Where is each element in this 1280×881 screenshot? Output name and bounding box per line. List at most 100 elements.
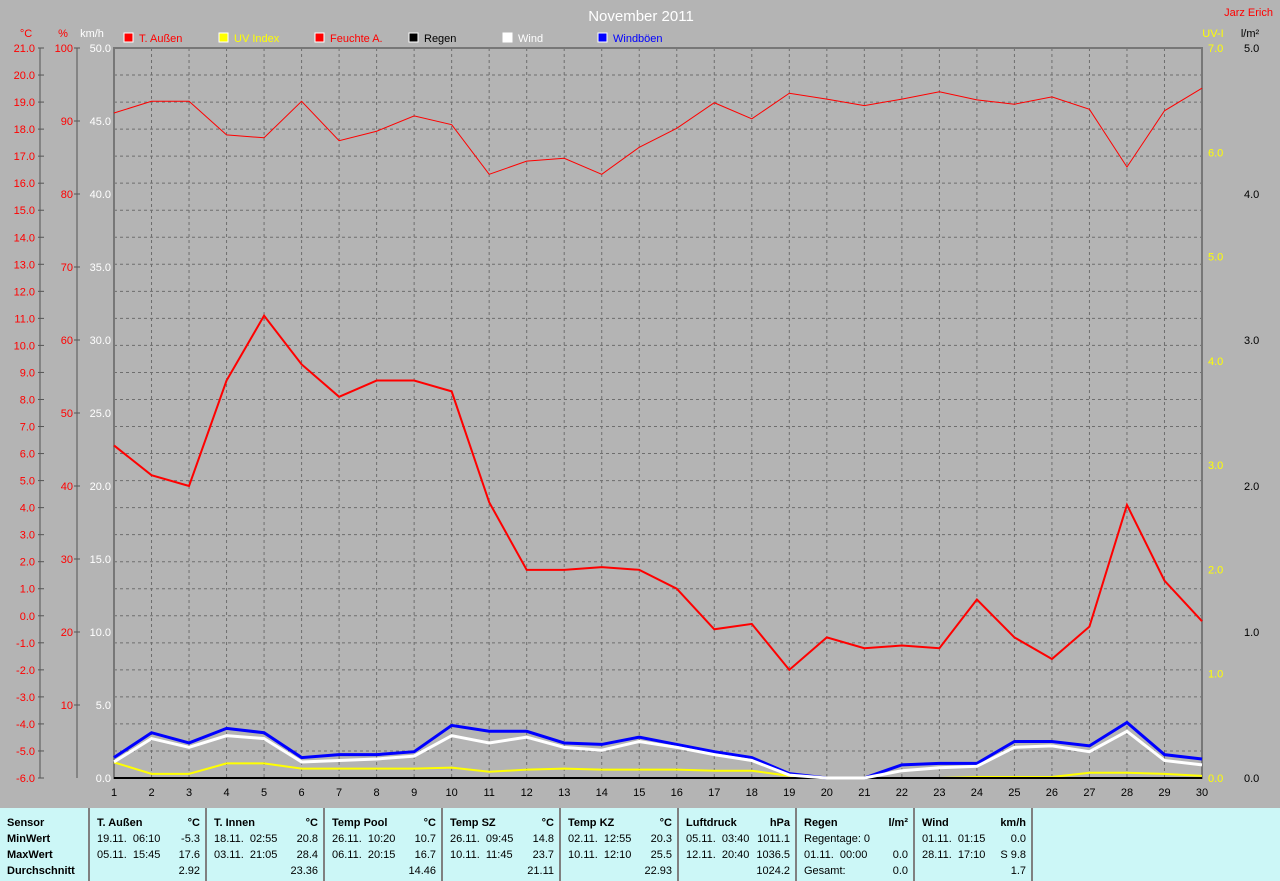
kmh-tick-label: 45.0 (90, 116, 111, 128)
max-time: 10.11. 11:45 (450, 849, 513, 861)
celsius-tick-label: 13.0 (14, 259, 35, 271)
min-time: 19.11. 06:10 (97, 833, 161, 845)
x-tick-label: 2 (148, 787, 154, 799)
max-value: 25.5 (650, 849, 672, 861)
x-tick-label: 29 (1158, 787, 1170, 799)
max-value: 28.4 (296, 849, 318, 861)
column-name: Temp SZ (450, 817, 496, 829)
avg-value: 21.11 (527, 865, 554, 877)
row-label-min: MinWert (7, 833, 51, 845)
min-value: 14.8 (532, 833, 554, 845)
legend-label: Wind (518, 33, 543, 45)
stat-column: Temp KZ °C 02.11. 12:55 20.3 10.11. 12:10 2… (561, 808, 679, 881)
max-value: 17.6 (178, 849, 200, 861)
min-time: 26.11. 09:45 (450, 833, 514, 845)
percent-tick-label: 80 (61, 189, 73, 201)
column-name: Luftdruck (686, 817, 737, 829)
column-name: Temp KZ (568, 817, 615, 829)
celsius-tick-label: 7.0 (20, 422, 35, 434)
celsius-tick-label: 3.0 (20, 530, 35, 542)
celsius-tick-label: 19.0 (14, 97, 35, 109)
min-time: 26.11. 10:20 (332, 833, 396, 845)
kmh-unit: km/h (80, 28, 104, 40)
avg-value: 22.93 (644, 865, 672, 877)
column-unit: °C (541, 817, 554, 829)
kmh-tick-label: 30.0 (90, 335, 111, 347)
x-tick-label: 5 (261, 787, 267, 799)
x-tick-label: 28 (1121, 787, 1133, 799)
min-time: 18.11. 02:55 (214, 833, 278, 845)
x-tick-label: 20 (821, 787, 833, 799)
percent-tick-label: 100 (55, 43, 73, 55)
min-time: Regentage: 0 (804, 833, 871, 845)
x-tick-label: 30 (1196, 787, 1208, 799)
max-value: 16.7 (414, 849, 436, 861)
column-unit: °C (305, 817, 318, 829)
avg-value: 0.0 (892, 865, 908, 877)
celsius-tick-label: 4.0 (20, 503, 35, 515)
x-tick-label: 3 (186, 787, 192, 799)
percent-tick-label: 70 (61, 262, 73, 274)
uv-tick-label: 2.0 (1208, 564, 1223, 576)
column-unit: l/m² (888, 817, 908, 829)
sensor-header: Sensor (7, 817, 45, 829)
x-tick-label: 26 (1046, 787, 1058, 799)
rain-unit: l/m² (1241, 28, 1260, 40)
max-value: 0.0 (892, 849, 908, 861)
percent-tick-label: 90 (61, 116, 73, 128)
percent-tick-label: 40 (61, 481, 73, 493)
min-value: 10.7 (414, 833, 436, 845)
max-time: 06.11. 20:15 (332, 849, 396, 861)
series-line-0 (113, 313, 1203, 672)
uv-tick-label: 4.0 (1208, 356, 1223, 368)
uv-tick-label: 0.0 (1208, 773, 1223, 785)
celsius-tick-label: -4.0 (16, 719, 35, 731)
celsius-tick-label: -1.0 (16, 638, 35, 650)
kmh-tick-label: 50.0 (90, 43, 111, 55)
kmh-tick-label: 25.0 (90, 408, 111, 420)
avg-value: 2.92 (178, 865, 200, 877)
min-time: 02.11. 12:55 (568, 833, 632, 845)
x-tick-label: 15 (633, 787, 645, 799)
legend-label: T. Außen (139, 33, 182, 45)
legend-label: UV Index (234, 33, 280, 45)
column-name: Regen (804, 817, 838, 829)
x-tick-label: 19 (783, 787, 795, 799)
rain-tick-label: 3.0 (1244, 335, 1259, 347)
column-name: Wind (922, 817, 949, 829)
kmh-tick-label: 40.0 (90, 189, 111, 201)
celsius-tick-label: 0.0 (20, 611, 35, 623)
x-tick-label: 7 (336, 787, 342, 799)
max-time: 05.11. 15:45 (97, 849, 161, 861)
celsius-tick-label: 20.0 (14, 70, 35, 82)
x-tick-label: 10 (446, 787, 458, 799)
x-tick-label: 12 (521, 787, 533, 799)
uv-tick-label: 7.0 (1208, 43, 1223, 55)
uv-tick-label: 3.0 (1208, 460, 1223, 472)
legend-swatch (314, 32, 325, 43)
column-unit: °C (659, 817, 672, 829)
uv-unit: UV-I (1202, 28, 1223, 40)
rain-tick-label: 4.0 (1244, 189, 1259, 201)
kmh-tick-label: 0.0 (96, 773, 111, 785)
stat-column: Luftdruck hPa 05.11. 03:40 1011.1 12.11. 2… (679, 808, 797, 881)
celsius-tick-label: 12.0 (14, 286, 35, 298)
legend-swatch (123, 32, 134, 43)
min-value: 20.8 (296, 833, 318, 845)
rain-tick-label: 0.0 (1244, 773, 1259, 785)
min-time: 05.11. 03:40 (686, 833, 750, 845)
column-name: T. Außen (97, 817, 143, 829)
column-unit: km/h (1000, 817, 1026, 829)
avg-value: 1.7 (1010, 865, 1026, 877)
stat-column: Temp SZ °C 26.11. 09:45 14.8 10.11. 11:45 2… (443, 808, 561, 881)
celsius-tick-label: 15.0 (14, 205, 35, 217)
author-label: Jarz Erich (1224, 7, 1273, 19)
celsius-tick-label: 14.0 (14, 232, 35, 244)
kmh-tick-label: 10.0 (90, 627, 111, 639)
x-tick-label: 6 (299, 787, 305, 799)
max-time: 10.11. 12:10 (568, 849, 632, 861)
column-unit: °C (423, 817, 436, 829)
stat-column: T. Außen °C 19.11. 06:10 -5.3 05.11. 15:45… (90, 808, 207, 881)
celsius-tick-label: -5.0 (16, 746, 35, 758)
max-value: 1036.5 (756, 849, 790, 861)
